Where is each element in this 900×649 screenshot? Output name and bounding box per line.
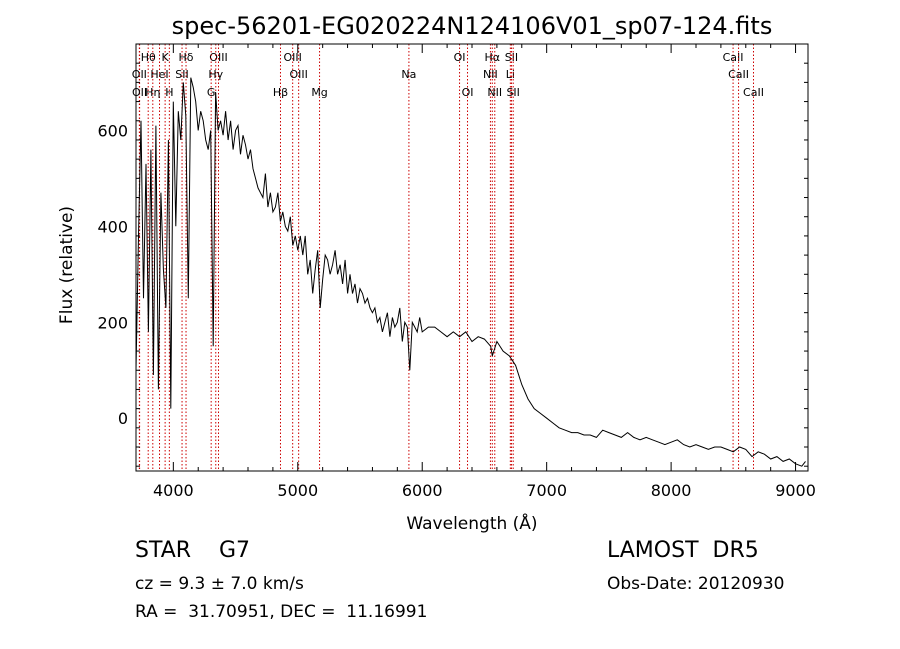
- line-label-10: HeI: [150, 68, 168, 81]
- line-label-14: Na: [401, 68, 416, 81]
- line-label-23: Mg: [311, 86, 327, 99]
- line-label-1: K: [162, 51, 170, 64]
- y-axis-label: Flux (relative): [57, 206, 77, 324]
- line-label-11: SII: [175, 68, 188, 81]
- line-label-16: Li: [506, 68, 515, 81]
- line-label-7: SII: [505, 51, 518, 64]
- line-label-13: OIII: [289, 68, 307, 81]
- line-label-19: Hη: [145, 86, 160, 99]
- line-label-8: CaII: [723, 51, 744, 64]
- line-label-5: OI: [454, 51, 466, 64]
- chart-title: spec-56201-EG020224N124106V01_sp07-124.f…: [172, 12, 773, 40]
- y-tick-label: 0: [118, 409, 128, 428]
- line-label-24: OI: [462, 86, 474, 99]
- line-label-3: OIII: [209, 51, 227, 64]
- y-axis: 0 200 400 600: [97, 62, 808, 467]
- y-tick-label: 400: [97, 217, 128, 236]
- line-label-4: OIII: [283, 51, 301, 64]
- line-label-17: CaII: [728, 68, 749, 81]
- line-label-20: H: [165, 86, 173, 99]
- x-axis-label: Wavelength (Å): [406, 512, 537, 534]
- x-tick-label: 4000: [153, 481, 194, 500]
- y-tick-label: 200: [97, 313, 128, 332]
- line-label-22: Hβ: [273, 86, 288, 99]
- x-axis: 4000 5000 6000 7000 8000 9000: [153, 44, 816, 500]
- line-label-0: Hθ: [141, 51, 156, 64]
- line-label-15: NII: [483, 68, 498, 81]
- line-label-6: Hα: [485, 51, 501, 64]
- line-label-12: Hγ: [208, 68, 223, 81]
- x-tick-label: 8000: [651, 481, 692, 500]
- spectrum-line: [135, 77, 806, 467]
- x-tick-label: 5000: [277, 481, 318, 500]
- x-tick-label: 9000: [775, 481, 816, 500]
- x-tick-label: 7000: [526, 481, 567, 500]
- observation-date: Obs-Date: 20120930: [607, 574, 785, 594]
- coordinates: RA = 31.70951, DEC = 11.16991: [135, 602, 428, 622]
- line-label-27: CaII: [743, 86, 764, 99]
- x-tick-label: 6000: [402, 481, 443, 500]
- y-tick-label: 600: [97, 121, 128, 140]
- plot-frame: [135, 43, 809, 472]
- survey-name: LAMOST DR5: [607, 538, 759, 563]
- object-type: STAR G7: [135, 538, 251, 563]
- line-label-25: NII: [487, 86, 502, 99]
- line-label-21: G: [207, 86, 216, 99]
- line-label-2: Hδ: [179, 51, 194, 64]
- redshift-velocity: cz = 9.3 ± 7.0 km/s: [135, 574, 304, 594]
- line-label-26: SII: [506, 86, 519, 99]
